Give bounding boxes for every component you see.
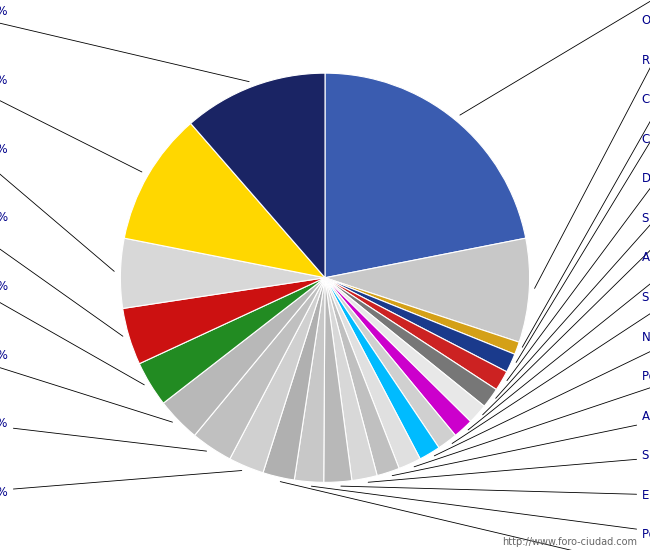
Text: Otros 8.2%: Otros 8.2% [534,14,650,288]
Wedge shape [325,278,420,469]
Text: Vic - Turistas extranjeros según país - Octubre de 2024: Vic - Turistas extranjeros según país - … [115,12,535,28]
Wedge shape [325,278,497,406]
Text: EEUU 2.2%: EEUU 2.2% [341,486,650,502]
Text: Nigeria 1.7%: Nigeria 1.7% [434,331,650,456]
Text: Senegal 1.6%: Senegal 1.6% [483,212,650,415]
Text: Andorra 1.6%: Andorra 1.6% [468,251,650,430]
Wedge shape [124,123,325,278]
Text: Dinamarca 1.6%: Dinamarca 1.6% [496,172,650,398]
Wedge shape [325,73,526,278]
Text: Polonia 2.3%: Polonia 2.3% [311,486,650,541]
Wedge shape [123,278,325,364]
Wedge shape [190,73,325,278]
Wedge shape [325,278,399,476]
Text: Marruecos 3.5%: Marruecos 3.5% [0,349,172,422]
Text: India 3.3%: India 3.3% [0,417,207,451]
Text: http://www.foro-ciudad.com: http://www.foro-ciudad.com [502,537,637,547]
Wedge shape [325,278,519,354]
Wedge shape [230,278,325,473]
Wedge shape [325,278,507,389]
Wedge shape [325,278,471,436]
Wedge shape [325,278,515,372]
Text: Portugal 1.8%: Portugal 1.8% [414,370,650,467]
Text: Alemania 10.5%: Alemania 10.5% [0,74,142,172]
Wedge shape [325,238,530,342]
Text: Irlanda 5.5%: Irlanda 5.5% [0,142,114,271]
Wedge shape [120,238,325,309]
Text: Rumanía 1.0%: Rumanía 1.0% [523,54,650,347]
Wedge shape [194,278,325,459]
Text: Austria 1.8%: Austria 1.8% [392,410,650,476]
Wedge shape [325,278,439,459]
Text: Reino Unido 4.5%: Reino Unido 4.5% [0,211,123,336]
Wedge shape [325,278,484,421]
Wedge shape [324,278,352,482]
Text: Suiza 1.6%: Suiza 1.6% [452,291,650,443]
Text: China 1.5%: China 1.5% [516,94,650,362]
Text: Suecia 2.0%: Suecia 2.0% [368,449,650,482]
Wedge shape [325,278,377,481]
Text: Países Bajos 11.4%: Países Bajos 11.4% [0,6,249,81]
Text: Italia 2.5%: Italia 2.5% [280,482,650,550]
Wedge shape [325,278,456,448]
Text: Colombia 1.6%: Colombia 1.6% [507,133,650,381]
Text: Bélgica 2.8%: Bélgica 2.8% [0,471,242,499]
Wedge shape [263,278,325,480]
Wedge shape [163,278,325,436]
Wedge shape [139,278,325,403]
Wedge shape [294,278,325,482]
Text: Francia 21.9%: Francia 21.9% [460,0,650,115]
Text: Ghana 3.6%: Ghana 3.6% [0,280,144,385]
